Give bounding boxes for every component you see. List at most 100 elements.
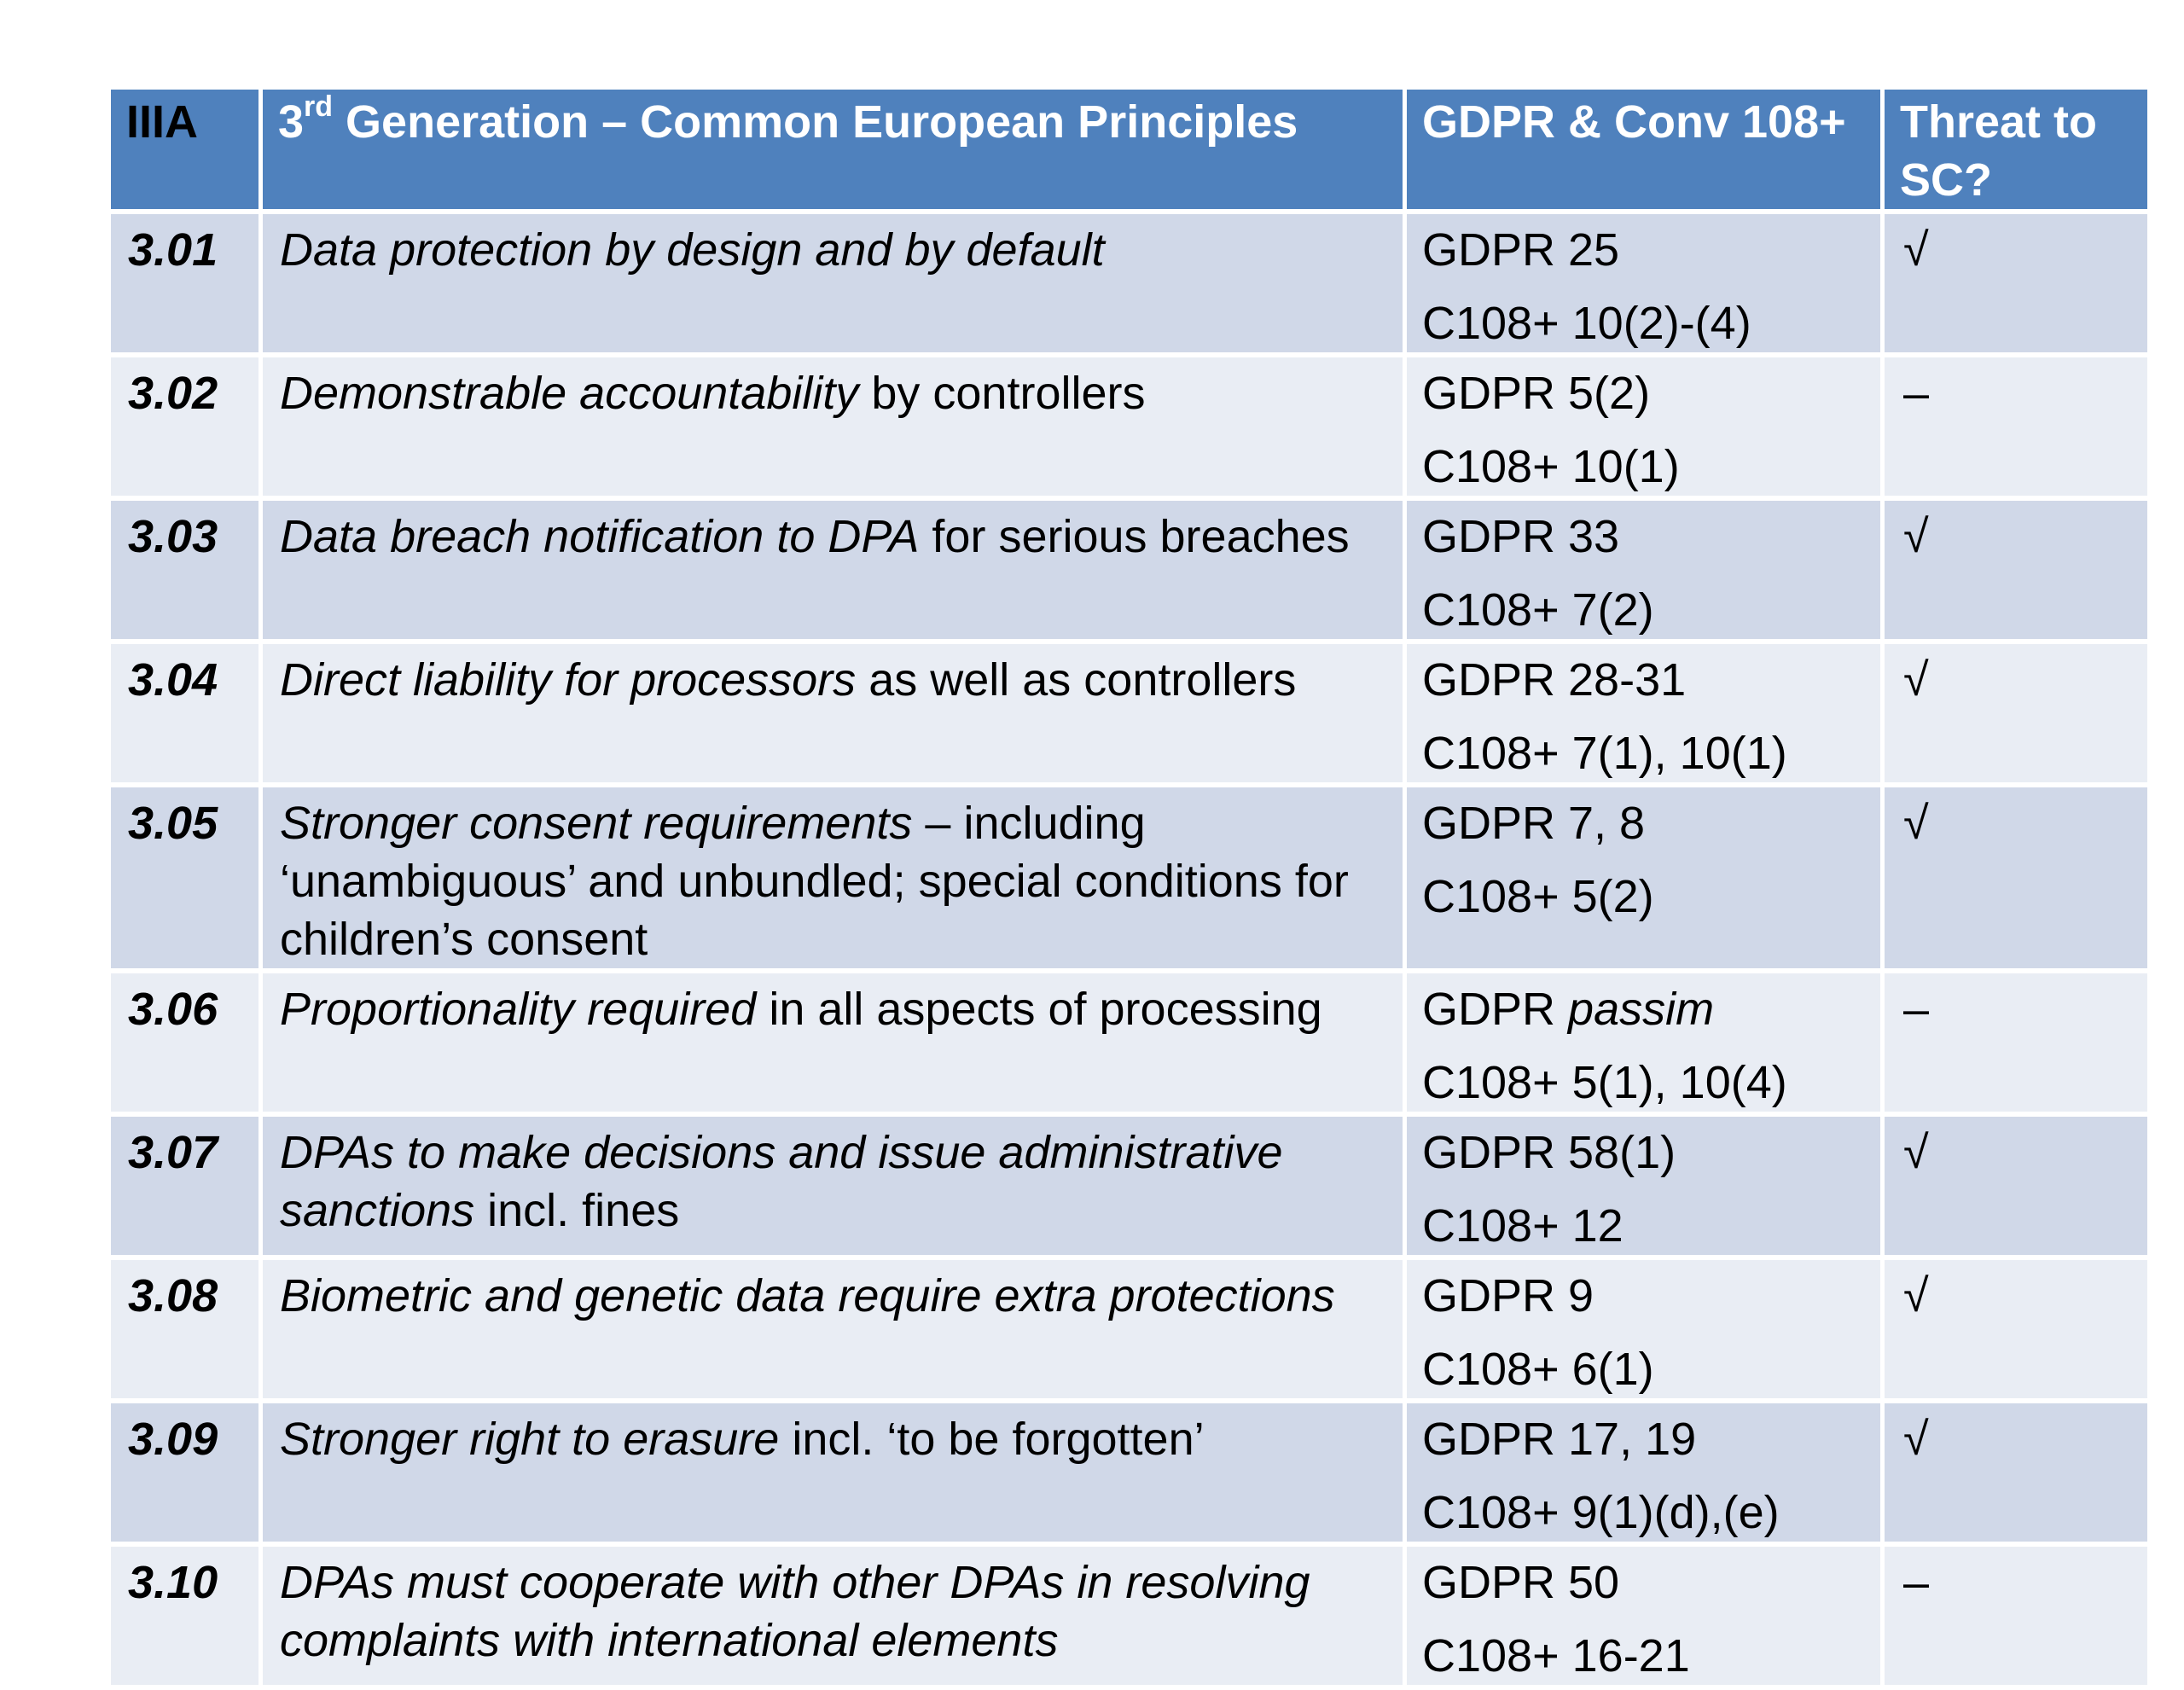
gdpr-reference: GDPR passim (1422, 980, 1880, 1038)
gdpr-reference: GDPR 5(2) (1422, 364, 1880, 422)
principle-number: 3.05 (111, 787, 263, 973)
table-row: 3.04 Direct liability for processors as w… (111, 644, 2147, 787)
header-section-id: IIIA (111, 90, 263, 214)
principle-number: 3.03 (111, 501, 263, 644)
principle-description: Direct liability for processors as well … (263, 644, 1407, 787)
principle-emphasis: Data protection by design and by default (280, 224, 1105, 276)
gdpr-reference: GDPR 7, 8 (1422, 794, 1880, 852)
convention-108-reference: C108+ 16-21 (1422, 1630, 1690, 1681)
principle-number: 3.04 (111, 644, 263, 787)
header-threat: Threat to SC? (1885, 90, 2147, 214)
threat-indicator: – (1885, 973, 2147, 1117)
legal-references: GDPR 5(2) C108+ 10(1) (1407, 357, 1885, 501)
legal-references: GDPR 33 C108+ 7(2) (1407, 501, 1885, 644)
principle-number: 3.06 (111, 973, 263, 1117)
table-row: 3.10 DPAs must cooperate with other DPAs … (111, 1547, 2147, 1690)
principle-text: by controllers (858, 368, 1146, 419)
principle-text: in all aspects of processing (756, 984, 1322, 1035)
legal-references: GDPR 9 C108+ 6(1) (1407, 1260, 1885, 1403)
principle-description: Data protection by design and by default (263, 214, 1407, 357)
header-row: IIIA 3rd Generation – Common European Pr… (111, 90, 2147, 214)
convention-108-reference: C108+ 7(1), 10(1) (1422, 728, 1787, 779)
header-principles-number: 3 (278, 96, 305, 148)
principle-number: 3.09 (111, 1403, 263, 1547)
gdpr-reference-italic: passim (1568, 984, 1715, 1035)
threat-indicator: √ (1885, 501, 2147, 644)
threat-indicator: √ (1885, 1260, 2147, 1403)
gdpr-reference: GDPR 50 (1422, 1554, 1880, 1612)
legal-references: GDPR 25 C108+ 10(2)-(4) (1407, 214, 1885, 357)
principle-number: 3.02 (111, 357, 263, 501)
principle-description: Stronger right to erasure incl. ‘to be f… (263, 1403, 1407, 1547)
gdpr-reference: GDPR 33 (1422, 508, 1880, 566)
principle-description: Biometric and genetic data require extra… (263, 1260, 1407, 1403)
principle-description: DPAs to make decisions and issue adminis… (263, 1117, 1407, 1260)
principle-description: Data breach notification to DPA for seri… (263, 501, 1407, 644)
convention-108-reference: C108+ 10(2)-(4) (1422, 298, 1751, 349)
convention-108-reference: C108+ 5(2) (1422, 871, 1654, 922)
gdpr-reference: GDPR 17, 19 (1422, 1410, 1880, 1468)
principle-number: 3.08 (111, 1260, 263, 1403)
table-row: 3.08 Biometric and genetic data require e… (111, 1260, 2147, 1403)
legal-references: GDPR passim C108+ 5(1), 10(4) (1407, 973, 1885, 1117)
principle-text: as well as controllers (856, 654, 1297, 706)
header-principles: 3rd Generation – Common European Princip… (263, 90, 1407, 214)
convention-108-reference: C108+ 10(1) (1422, 441, 1680, 492)
threat-indicator: – (1885, 357, 2147, 501)
gdpr-reference: GDPR 58(1) (1422, 1124, 1880, 1182)
table-row: 3.01 Data protection by design and by def… (111, 214, 2147, 357)
principle-number: 3.10 (111, 1547, 263, 1690)
convention-108-reference: C108+ 12 (1422, 1200, 1623, 1252)
principle-emphasis: DPAs to make decisions and issue adminis… (280, 1127, 1283, 1236)
principle-emphasis: Demonstrable accountability (280, 368, 859, 419)
legal-references: GDPR 17, 19 C108+ 9(1)(d),(e) (1407, 1403, 1885, 1547)
gdpr-reference-text: GDPR 17, 19 (1422, 1414, 1697, 1465)
principles-table: IIIA 3rd Generation – Common European Pr… (111, 90, 2147, 1690)
principle-emphasis: Biometric and genetic data require extra… (280, 1270, 1335, 1321)
gdpr-reference-text: GDPR 9 (1422, 1270, 1594, 1321)
principle-emphasis: Stronger consent requirements (280, 798, 913, 849)
principle-emphasis: Proportionality required (280, 984, 757, 1035)
convention-108-reference: C108+ 7(2) (1422, 584, 1654, 636)
convention-108-reference: C108+ 6(1) (1422, 1344, 1654, 1395)
principle-emphasis: Data breach notification to DPA (280, 511, 920, 562)
table-row: 3.09 Stronger right to erasure incl. ‘to … (111, 1403, 2147, 1547)
table-row: 3.05 Stronger consent requirements – incl… (111, 787, 2147, 973)
header-principles-text: Generation – Common European Principles (333, 96, 1298, 148)
threat-indicator: √ (1885, 1403, 2147, 1547)
gdpr-reference-text: GDPR 58(1) (1422, 1127, 1676, 1178)
threat-indicator: – (1885, 1547, 2147, 1690)
principle-number: 3.01 (111, 214, 263, 357)
threat-indicator: √ (1885, 644, 2147, 787)
principle-number: 3.07 (111, 1117, 263, 1260)
principle-text: incl. fines (474, 1185, 680, 1236)
gdpr-reference-text: GDPR 25 (1422, 224, 1620, 276)
gdpr-reference-text: GDPR 33 (1422, 511, 1620, 562)
table-row: 3.02 Demonstrable accountability by contr… (111, 357, 2147, 501)
gdpr-reference-text: GDPR 50 (1422, 1557, 1620, 1608)
principle-text: incl. ‘to be forgotten’ (779, 1414, 1205, 1465)
principle-emphasis: DPAs must cooperate with other DPAs in r… (280, 1557, 1310, 1666)
threat-indicator: √ (1885, 214, 2147, 357)
table-row: 3.07 DPAs to make decisions and issue adm… (111, 1117, 2147, 1260)
table-row: 3.06 Proportionality required in all aspe… (111, 973, 2147, 1117)
gdpr-reference: GDPR 25 (1422, 221, 1880, 279)
principle-emphasis: Stronger right to erasure (280, 1414, 780, 1465)
table-row: 3.03 Data breach notification to DPA for … (111, 501, 2147, 644)
principle-emphasis: Direct liability for processors (280, 654, 857, 706)
principle-description: Stronger consent requirements – includin… (263, 787, 1407, 973)
legal-references: GDPR 28-31 C108+ 7(1), 10(1) (1407, 644, 1885, 787)
gdpr-reference-text: GDPR 5(2) (1422, 368, 1651, 419)
gdpr-reference: GDPR 28-31 (1422, 651, 1880, 709)
threat-indicator: √ (1885, 787, 2147, 973)
convention-108-reference: C108+ 9(1)(d),(e) (1422, 1487, 1780, 1538)
legal-references: GDPR 7, 8 C108+ 5(2) (1407, 787, 1885, 973)
gdpr-reference-text: GDPR 28-31 (1422, 654, 1687, 706)
slide: IIIA 3rd Generation – Common European Pr… (111, 90, 2147, 1690)
principle-text: for serious breaches (919, 511, 1350, 562)
gdpr-reference-text: GDPR 7, 8 (1422, 798, 1646, 849)
legal-references: GDPR 58(1) C108+ 12 (1407, 1117, 1885, 1260)
threat-indicator: √ (1885, 1117, 2147, 1260)
gdpr-reference-text: GDPR (1422, 984, 1569, 1035)
header-references: GDPR & Conv 108+ (1407, 90, 1885, 214)
